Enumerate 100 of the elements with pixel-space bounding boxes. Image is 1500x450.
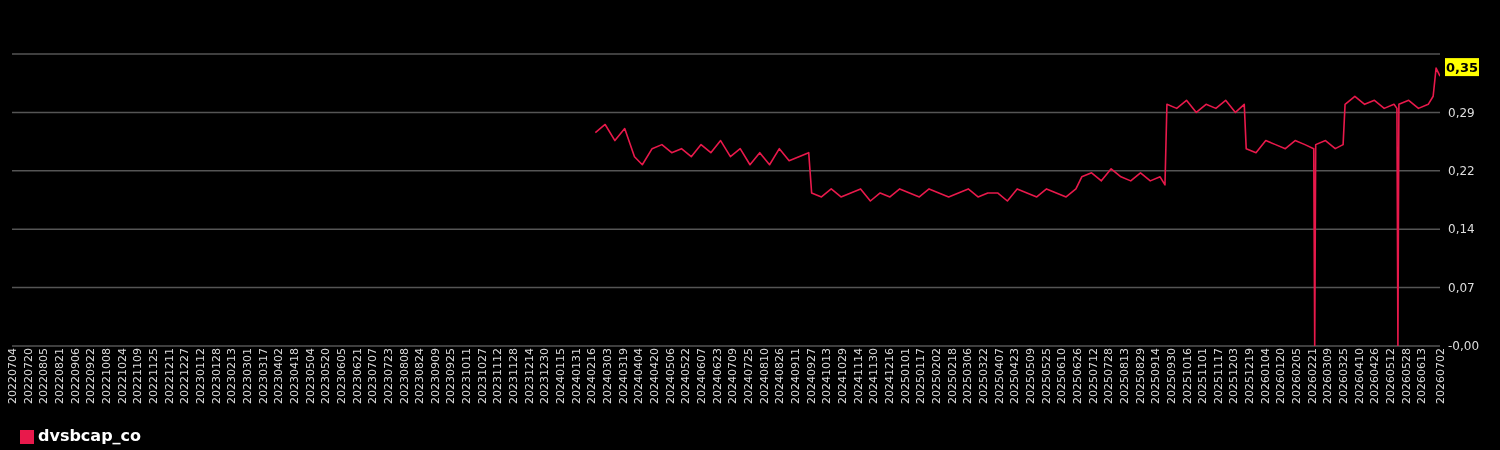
x-tick-label: 20250423 [1008, 348, 1022, 404]
x-tick-label: 20250712 [1086, 348, 1100, 404]
x-tick-label: 20230925 [444, 348, 458, 404]
x-tick-label: 20240216 [585, 348, 599, 404]
x-tick-label: 20220704 [6, 348, 19, 404]
x-tick-label: 20250101 [898, 348, 912, 404]
x-tick-label: 20220922 [84, 348, 98, 404]
y-tick-label: 0,14 [1448, 222, 1475, 237]
x-tick-label: 20230909 [428, 348, 442, 404]
x-tick-label: 20231112 [491, 348, 505, 404]
x-tick-label: 20240607 [695, 348, 709, 404]
x-tick-label: 20251117 [1211, 348, 1225, 404]
x-tick-label: 20230112 [193, 348, 207, 404]
x-tick-label: 20250407 [992, 348, 1006, 404]
x-tick-label: 20240709 [726, 348, 740, 404]
x-tick-label: 20230504 [303, 348, 317, 404]
x-tick-label: 20240911 [789, 348, 802, 404]
x-tick-label: 20230128 [209, 348, 223, 404]
x-tick-label: 20230418 [287, 348, 301, 404]
x-tick-label: 20260325 [1337, 348, 1351, 404]
x-tick-label: 20240303 [601, 348, 615, 404]
x-tick-label: 20231011 [460, 348, 474, 404]
x-tick-label: 20240927 [804, 348, 818, 404]
x-tick-label: 20240115 [554, 348, 568, 404]
x-tick-label: 20230402 [272, 348, 286, 404]
x-tick-label: 20220906 [68, 348, 82, 404]
y-tick-label: 0,07 [1448, 280, 1475, 295]
x-tick-label: 20250218 [945, 348, 959, 404]
x-tick-label: 20250509 [1023, 348, 1037, 404]
x-tick-label: 20240506 [663, 348, 677, 404]
x-tick-label: 20240623 [710, 348, 724, 404]
x-tick-label: 20221008 [99, 348, 113, 404]
x-tick-label: 20251219 [1243, 348, 1257, 404]
x-tick-label: 20221024 [115, 348, 129, 404]
x-tick-label: 20240826 [773, 348, 787, 404]
x-tick-label: 20231230 [538, 348, 552, 404]
x-tick-label: 20250117 [914, 348, 928, 404]
x-tick-label: 20230621 [350, 348, 364, 404]
x-tick-label: 20250914 [1149, 348, 1163, 404]
x-tick-label: 20260702 [1434, 348, 1447, 404]
x-tick-label: 20260205 [1290, 348, 1304, 404]
x-tick-label: 20230317 [256, 348, 270, 404]
x-tick-label: 20250322 [976, 348, 990, 404]
x-tick-label: 20221211 [162, 348, 176, 404]
x-tick-label: 20260410 [1352, 348, 1366, 404]
x-tick-label: 20260120 [1274, 348, 1288, 404]
x-tick-label: 20260309 [1321, 348, 1335, 404]
x-tick-label: 20220720 [21, 348, 35, 404]
x-tick-label: 20240725 [742, 348, 756, 404]
x-tick-label: 20220821 [52, 348, 66, 404]
x-tick-label: 20250306 [961, 348, 975, 404]
x-tick-label: 20250202 [929, 348, 943, 404]
x-tick-label: 20241114 [851, 348, 865, 404]
x-tick-label: 20230520 [319, 348, 333, 404]
x-tick-label: 20240404 [632, 348, 646, 404]
x-tick-label: 20231128 [507, 348, 521, 404]
x-tick-label: 20260221 [1305, 348, 1319, 404]
x-tick-label: 20260426 [1368, 348, 1382, 404]
x-tick-label: 20221227 [178, 348, 192, 404]
x-tick-label: 20250728 [1102, 348, 1116, 404]
x-tick-label: 20260104 [1258, 348, 1272, 404]
x-tick-label: 20230605 [334, 348, 348, 404]
x-tick-label: 20240131 [569, 348, 583, 404]
x-tick-label: 20251016 [1180, 348, 1194, 404]
annotation: 0,35 [1445, 60, 1479, 76]
x-tick-label: 20250813 [1117, 348, 1131, 404]
x-tick-label: 20250525 [1039, 348, 1053, 404]
x-tick-label: 20241130 [867, 348, 881, 404]
x-tick-label: 20251101 [1196, 348, 1210, 404]
x-tick-label: 20260512 [1384, 348, 1398, 404]
x-tick-label: 20260528 [1399, 348, 1413, 404]
x-tick-label: 20260613 [1415, 348, 1429, 404]
x-tick-label: 20251203 [1227, 348, 1241, 404]
x-tick-label: 20240522 [679, 348, 693, 404]
x-tick-label: 20240810 [757, 348, 771, 404]
x-tick-label: 20240420 [648, 348, 662, 404]
x-tick-label: 20221125 [146, 348, 160, 404]
x-tick-label: 20241029 [835, 348, 849, 404]
y-tick-label: 0,29 [1448, 105, 1475, 120]
y-tick-label: 0,22 [1448, 164, 1475, 179]
x-tick-label: 20230707 [366, 348, 380, 404]
x-tick-label: 20221109 [131, 348, 145, 404]
legend-label: dvsbcap_co [38, 426, 142, 445]
x-tick-label: 20230824 [413, 348, 427, 404]
x-tick-label: 20240319 [616, 348, 630, 404]
y-tick-label: -0,00 [1448, 339, 1480, 354]
x-tick-label: 20241216 [882, 348, 896, 404]
x-tick-label: 20230808 [397, 348, 411, 404]
line-series [594, 67, 1440, 346]
x-tick-label: 20220805 [37, 348, 51, 404]
x-tick-label: 20250610 [1055, 348, 1069, 404]
x-tick-label: 20250626 [1070, 348, 1084, 404]
x-tick-label: 20231027 [475, 348, 489, 404]
x-tick-label: 20250930 [1164, 348, 1178, 404]
x-tick-label: 20250829 [1133, 348, 1147, 404]
x-tick-label: 20230301 [240, 348, 254, 404]
x-tick-label: 20231214 [522, 348, 536, 404]
x-tick-label: 20241013 [820, 348, 834, 404]
x-tick-label: 20230723 [381, 348, 395, 404]
x-tick-label: 20230213 [225, 348, 239, 404]
